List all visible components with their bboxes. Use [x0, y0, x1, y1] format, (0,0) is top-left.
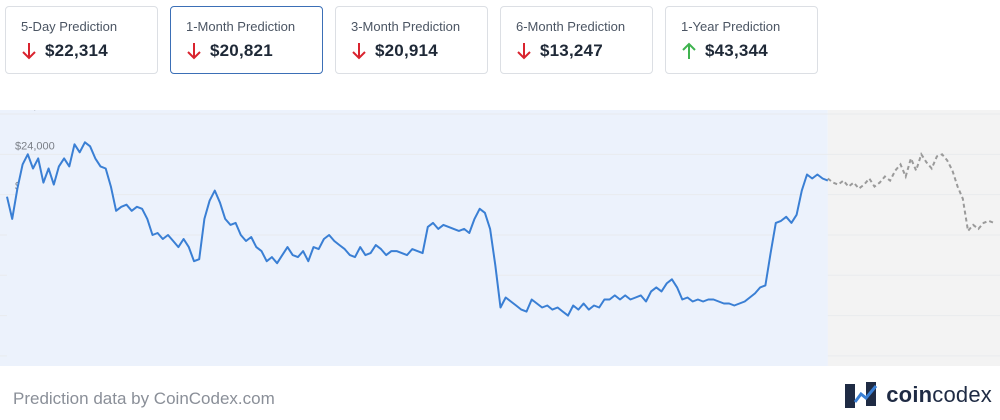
forecast-price-line	[827, 151, 995, 234]
card-label: 5-Day Prediction	[21, 19, 118, 34]
prediction-card-2[interactable]: 1-Month Prediction $20,821	[170, 6, 323, 74]
y-tick-label: $26,000	[15, 110, 55, 112]
coincodex-logo[interactable]: coincodex	[844, 380, 992, 410]
arrow-down-icon	[187, 43, 201, 60]
prediction-card-3[interactable]: 3-Month Prediction $20,914	[335, 6, 488, 74]
card-value: $13,247	[540, 41, 603, 60]
card-value: $20,914	[375, 41, 438, 60]
card-value: $20,821	[210, 41, 273, 60]
prediction-card-5[interactable]: 1-Year Prediction $43,344	[665, 6, 818, 74]
historical-price-line	[6, 141, 829, 317]
prediction-card-1[interactable]: 5-Day Prediction $22,314	[5, 6, 158, 74]
arrow-down-icon	[22, 43, 36, 60]
y-tick-label: $24,000	[15, 140, 55, 152]
card-label: 6-Month Prediction	[516, 19, 626, 34]
card-value: $22,314	[45, 41, 108, 60]
arrow-down-icon	[352, 43, 366, 60]
arrow-down-icon	[517, 43, 531, 60]
card-value: $43,344	[705, 41, 768, 60]
price-prediction-chart: $14,000$16,000$18,000$20,000$22,000$24,0…	[0, 110, 1000, 366]
historical-area	[7, 142, 828, 366]
forecast-region	[827, 110, 1000, 366]
coincodex-logo-icon	[845, 382, 878, 408]
card-label: 1-Year Prediction	[681, 19, 781, 34]
attribution-text: Prediction data by CoinCodex.com	[13, 389, 275, 408]
card-label: 1-Month Prediction	[186, 19, 296, 34]
logo-wordmark: coincodex	[886, 382, 992, 407]
arrow-up-icon	[682, 42, 696, 59]
prediction-card-4[interactable]: 6-Month Prediction $13,247	[500, 6, 653, 74]
card-label: 3-Month Prediction	[351, 19, 461, 34]
